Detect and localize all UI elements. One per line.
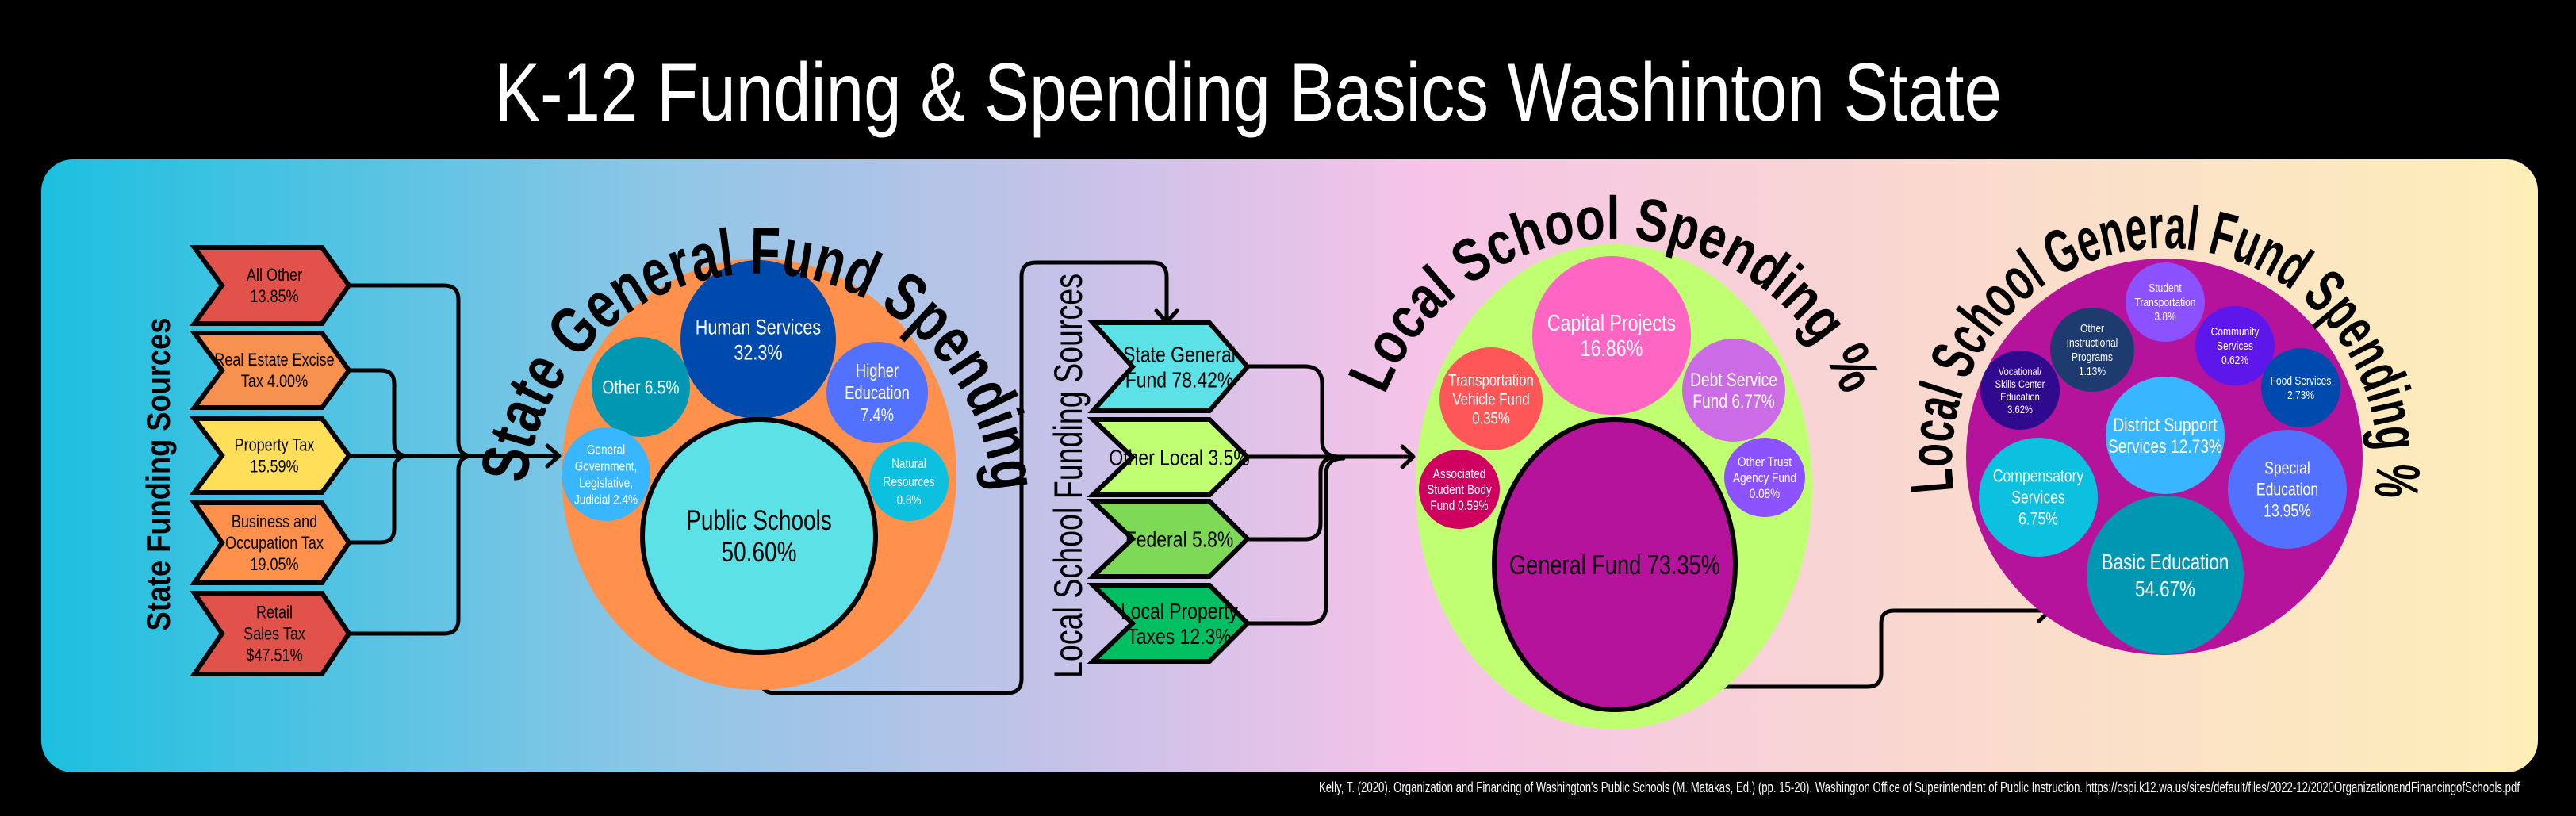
- bubble-human-services: Human Services 32.3%: [680, 260, 836, 419]
- bubble-label: Community Services 0.62%: [2211, 325, 2260, 367]
- arrow-right-icon: [1400, 444, 1416, 469]
- bubble-shape: [1439, 347, 1543, 450]
- bubble-shape: [562, 427, 650, 521]
- bubble-shape: [2106, 377, 2225, 494]
- bubble-compensatory-services: Compensatory Services 6.75%: [1979, 438, 2098, 557]
- chevron-label: Federal 5.8%: [1125, 527, 1234, 552]
- arrow-right-icon: [545, 443, 562, 469]
- local-sources-connectors: [1245, 364, 1416, 626]
- bubble-label: Vocational/Skills Center Education 3.62%: [1995, 366, 2045, 416]
- bubble-vocational-skills-center-education: Vocational/Skills Center Education 3.62%: [1980, 351, 2060, 430]
- chevron-other-local-3-5: Other Local 3.5%: [1087, 417, 1252, 497]
- bubble-label: Basic Education 54.67%: [2102, 550, 2229, 602]
- bubble-transportation-vehicle-fund: Transportation Vehicle Fund 0.35%: [1439, 347, 1543, 450]
- bubble-label: Other Trust Agency Fund 0.08%: [1733, 455, 1796, 502]
- bubble-label: Associated Student Body Fund 0.59%: [1427, 467, 1492, 514]
- chevron-label: Other Local 3.5%: [1109, 446, 1249, 470]
- bubble-shape: [1979, 438, 2098, 557]
- bubble-shape: [826, 342, 928, 443]
- bubble-higher-education: Higher Education 7.4%: [826, 342, 928, 443]
- bubble-label: Capital Projects 16.86%: [1547, 310, 1676, 362]
- bubble-label: Transportation Vehicle Fund 0.35%: [1448, 372, 1534, 428]
- local-sources-heading: Local School Funding Sources: [1046, 274, 1091, 678]
- chevron-local-property: Local Property Taxes 12.3%: [1087, 583, 1252, 664]
- bubble-other-trust-agency-fund: Other Trust Agency Fund 0.08%: [1724, 438, 1805, 517]
- bubble-shape: [1532, 256, 1691, 415]
- bubble-label: Debt Service Fund 6.77%: [1690, 369, 1777, 412]
- bubble-shape: [2195, 306, 2275, 385]
- chevron-shape: [190, 331, 352, 410]
- chevron-shape: [189, 416, 352, 495]
- chevron-label: Real Estate Excise Tax 4.00%: [214, 351, 334, 392]
- bubble-shape: [680, 260, 836, 419]
- chevron-label: Business and Occupation Tax 19.05%: [225, 513, 324, 575]
- chevron-label: All Other 13.85%: [247, 266, 302, 307]
- chevron-shape: [1087, 583, 1252, 664]
- bubble-district-support-services: District Support Services 12.73%: [2106, 377, 2225, 494]
- bubble-shape: [640, 417, 878, 655]
- chevron-shape: [190, 591, 352, 676]
- state-sources-heading: State Funding Sources: [140, 318, 177, 631]
- bubble-shape: [2228, 430, 2347, 549]
- bubble-label: Public Schools 50.60%: [686, 504, 832, 568]
- bubble-general-fund: General Fund 73.35%: [1492, 417, 1738, 712]
- bubble-student-transportation: Student Transportation 3.8%: [2126, 262, 2205, 342]
- bubble-shape: [592, 337, 690, 437]
- bubble-shape: [1724, 438, 1805, 517]
- bubble-label: Food Services 2.73%: [2271, 374, 2332, 402]
- bubble-shape: [1419, 450, 1500, 529]
- chevron-business-and: Business and Occupation Tax 19.05%: [190, 500, 352, 585]
- chevron-all-other: All Other 13.85%: [190, 245, 352, 326]
- bubble-natural-resources: Natural Resources 0.8%: [869, 442, 949, 521]
- bubble-shape: [1980, 351, 2060, 430]
- bubble-shape: [1492, 417, 1738, 712]
- bubble-shape: [2050, 308, 2134, 392]
- bubble-label: District Support Services 12.73%: [2108, 414, 2222, 458]
- state-sources-connectors: [347, 283, 562, 636]
- bubble-shape: [2087, 496, 2244, 654]
- bubble-label: Student Transportation 3.8%: [2135, 282, 2196, 324]
- bubble-food-services: Food Services 2.73%: [2261, 348, 2340, 427]
- bubble-debt-service-fund: Debt Service Fund 6.77%: [1682, 339, 1785, 442]
- bubble-shape: [869, 442, 949, 521]
- bubble-basic-education: Basic Education 54.67%: [2087, 496, 2244, 654]
- chevron-label: State General Fund 78.42%: [1123, 343, 1236, 393]
- bubble-other-instructional-programs: Other Instructional Programs 1.13%: [2050, 308, 2134, 392]
- citation: Kelly, T. (2020). Organization and Finan…: [1319, 780, 2520, 795]
- bubble-label: Natural Resources 0.8%: [884, 457, 935, 508]
- chevron-shape: [1087, 417, 1252, 497]
- chevron-state-general: State General Fund 78.42%: [1087, 320, 1251, 413]
- chevron-shape: [1087, 499, 1252, 579]
- chevron-label: Property Tax 15.59%: [235, 436, 315, 477]
- bubble-capital-projects: Capital Projects 16.86%: [1532, 256, 1691, 415]
- chevron-shape: [1087, 320, 1251, 413]
- bubble-general-government-legislative-judicial: General Government, Legislative, Judicial 2…: [562, 427, 650, 521]
- chevron-retail: Retail Sales Tax $47.51%: [190, 591, 352, 676]
- chevron-shape: [190, 245, 352, 326]
- chevron-federal-5-8: Federal 5.8%: [1087, 499, 1252, 579]
- bubble-label: General Fund 73.35%: [1509, 550, 1720, 580]
- bubble-label: Higher Education 7.4%: [845, 361, 910, 425]
- bubble-other: Other 6.5%: [592, 337, 690, 437]
- bubble-special-education: Special Education 13.95%: [2228, 430, 2347, 549]
- bubble-label: General Government, Legislative, Judicial 2…: [574, 442, 638, 508]
- chevron-property-tax: Property Tax 15.59%: [189, 416, 352, 495]
- bubble-community-services: Community Services 0.62%: [2195, 306, 2275, 385]
- bubble-associated-student-body-fund: Associated Student Body Fund 0.59%: [1419, 450, 1500, 529]
- chevron-real-estate-excise: Real Estate Excise Tax 4.00%: [190, 331, 352, 410]
- bubble-shape: [2261, 348, 2340, 427]
- bubble-label: Special Education 13.95%: [2256, 459, 2318, 521]
- bubble-label: Other Instructional Programs 1.13%: [2067, 322, 2118, 378]
- chevron-label: Local Property Taxes 12.3%: [1121, 600, 1238, 649]
- bubble-shape: [1682, 339, 1785, 442]
- bubble-label: Compensatory Services 6.75%: [1993, 467, 2083, 529]
- chevron-shape: [190, 500, 352, 585]
- chevron-label: Retail Sales Tax $47.51%: [243, 603, 305, 665]
- bubble-public-schools: Public Schools 50.60%: [640, 417, 878, 655]
- page-title: K-12 Funding & Spending Basics Washinton…: [495, 47, 2002, 139]
- bubble-label: Human Services 32.3%: [696, 316, 821, 365]
- bubble-label: Other 6.5%: [602, 376, 679, 398]
- bubble-shape: [2126, 262, 2205, 342]
